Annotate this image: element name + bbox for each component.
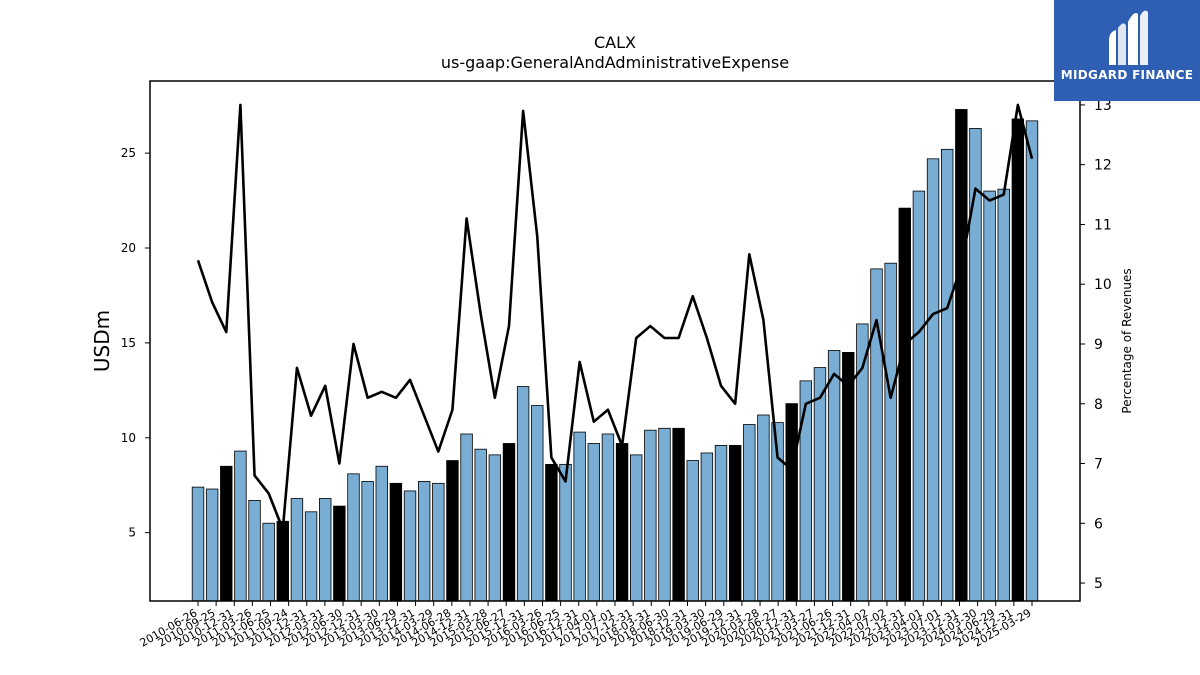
y-left-tick-label: 25: [121, 146, 136, 160]
y-right-tick-label: 11: [1094, 217, 1112, 233]
brand-mark-icon: [1109, 10, 1148, 66]
bar-quarter: [417, 481, 431, 602]
bar-quarter: [813, 367, 827, 602]
y-axis-left: 5 10 15 20 25: [121, 146, 150, 540]
y-left-tick-label: 10: [121, 431, 136, 445]
bar-annual: [502, 443, 516, 602]
bar-annual: [672, 427, 685, 602]
x-axis: 2010-06-262010-09-252010-12-312011-03-26…: [138, 601, 1034, 650]
bar-quarter: [262, 522, 275, 602]
y-left-tick-label: 20: [121, 241, 136, 255]
y-right-tick-label: 8: [1094, 397, 1103, 413]
brand-logo: MIDGARD FINANCE: [1054, 0, 1200, 101]
bar-annual: [333, 505, 346, 602]
bar-quarter: [757, 414, 770, 602]
bar-quarter: [347, 473, 360, 602]
bar-quarter: [997, 188, 1010, 602]
bar-quarter: [432, 482, 445, 602]
bar-annual: [785, 403, 798, 602]
bar-quarter: [375, 465, 388, 602]
bar-quarter: [827, 350, 841, 602]
y-right-tick-label: 10: [1094, 277, 1112, 293]
y-left-tick-label: 5: [128, 526, 136, 540]
y-left-tick-label: 15: [121, 336, 136, 350]
plot-frame: [149, 80, 1081, 602]
bar-quarter: [573, 431, 586, 602]
bar-annual: [1011, 118, 1025, 602]
bar-quarter: [686, 460, 699, 602]
bar-quarter: [700, 452, 714, 602]
bar-quarter: [205, 488, 219, 602]
bar-annual: [220, 465, 233, 602]
bar-quarter: [191, 486, 205, 602]
bar-annual: [615, 443, 629, 602]
bar-quarter: [926, 158, 940, 602]
bar-quarter: [630, 454, 643, 602]
bar-quarter: [488, 454, 502, 602]
pct-of-revenue-line: [196, 103, 1034, 531]
bar-quarter: [290, 498, 304, 602]
chart-subtitle: us-gaap:GeneralAndAdministrativeExpense: [441, 53, 789, 72]
y-right-tick-label: 13: [1094, 98, 1112, 114]
bar-annual: [276, 520, 290, 602]
bar-annual: [898, 207, 911, 602]
bar-annual: [389, 482, 403, 602]
bar-quarter: [884, 262, 897, 602]
y-axis-right: 5 6 7 8 9 10 11 12 13: [1080, 98, 1112, 592]
bar-quarter: [403, 490, 417, 602]
bar-quarter: [870, 268, 883, 602]
bar-quarter: [983, 190, 996, 602]
bar-annual: [842, 351, 855, 602]
bar-quarter: [601, 433, 615, 602]
y-axis-right-label: Percentage of Revenues: [1120, 268, 1134, 413]
y-right-tick-label: 9: [1094, 337, 1103, 353]
bar-quarter: [474, 448, 487, 602]
bar-annual: [446, 460, 459, 602]
bar-annual: [728, 444, 742, 602]
bar-quarter: [234, 450, 247, 602]
y-right-tick-label: 12: [1094, 158, 1112, 174]
bar-quarter: [912, 190, 926, 602]
bar-quarter: [361, 481, 374, 602]
bar-quarter: [969, 128, 982, 602]
chart-title: CALX: [594, 33, 636, 52]
y-right-tick-label: 6: [1094, 516, 1103, 532]
bar-quarter: [319, 498, 332, 602]
bar-quarter: [743, 424, 756, 602]
bar-quarter: [799, 380, 813, 602]
y-axis-left-label: USDm: [90, 310, 114, 372]
bar-quarter: [559, 463, 572, 602]
bar-quarter: [658, 427, 671, 602]
brand-name-text: MIDGARD FINANCE: [1060, 68, 1194, 82]
bar-quarter: [1025, 120, 1039, 602]
bar-series: [191, 109, 1039, 602]
bar-quarter: [516, 386, 530, 602]
bar-quarter: [940, 148, 954, 602]
bar-quarter: [248, 500, 261, 602]
bar-annual: [545, 463, 558, 602]
bar-quarter: [460, 433, 473, 602]
bar-quarter: [587, 443, 600, 602]
y-right-tick-label: 7: [1094, 457, 1103, 473]
bar-quarter: [644, 429, 657, 602]
y-right-tick-label: 5: [1094, 576, 1103, 592]
bar-quarter: [531, 405, 544, 602]
ratio-line-series: [196, 103, 1034, 531]
bar-quarter: [714, 444, 728, 602]
bar-annual: [955, 109, 968, 602]
bar-quarter: [304, 511, 318, 602]
